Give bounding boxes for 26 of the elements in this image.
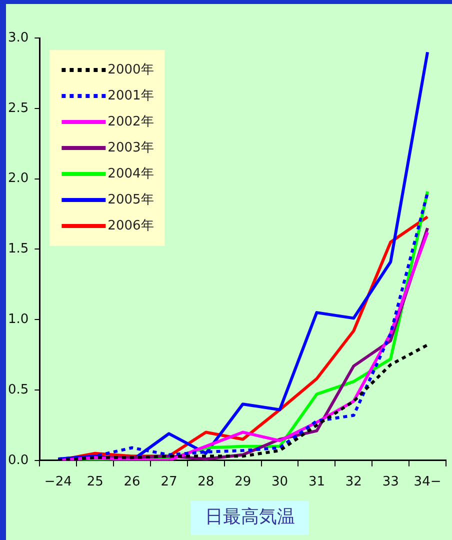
y-tick-label: 0.5: [8, 382, 29, 398]
x-tick-label: 33: [382, 474, 399, 490]
y-tick-label: 2.5: [8, 100, 29, 116]
legend-label: 2005年: [108, 192, 154, 208]
x-tick-label: 27: [160, 474, 178, 490]
legend-label: 2003年: [108, 140, 154, 156]
legend-label: 2006年: [108, 218, 154, 234]
x-tick-label: 29: [234, 474, 252, 490]
x-tick-label: −24: [44, 474, 72, 490]
y-tick-label: 0.0: [8, 452, 29, 468]
y-tick-label: 3.0: [8, 30, 29, 46]
y-tick-label: 1.5: [8, 242, 29, 257]
x-axis-title: 日最高気温: [204, 506, 295, 528]
y-tick-label: 1.0: [8, 312, 29, 327]
x-tick-label: 30: [272, 474, 288, 490]
x-tick-label: 32: [345, 474, 362, 490]
legend-label: 2000年: [108, 62, 154, 78]
x-tick-label: 26: [124, 474, 140, 490]
legend-label: 2004年: [108, 166, 154, 182]
x-tick-label: 34−: [414, 474, 442, 490]
legend-label: 2002年: [108, 114, 154, 130]
legend-label: 2001年: [108, 88, 154, 104]
x-tick-label: 25: [86, 474, 104, 490]
y-tick-label: 2.0: [8, 171, 29, 186]
x-tick-label: 28: [198, 474, 214, 490]
x-tick-label: 31: [308, 474, 325, 490]
